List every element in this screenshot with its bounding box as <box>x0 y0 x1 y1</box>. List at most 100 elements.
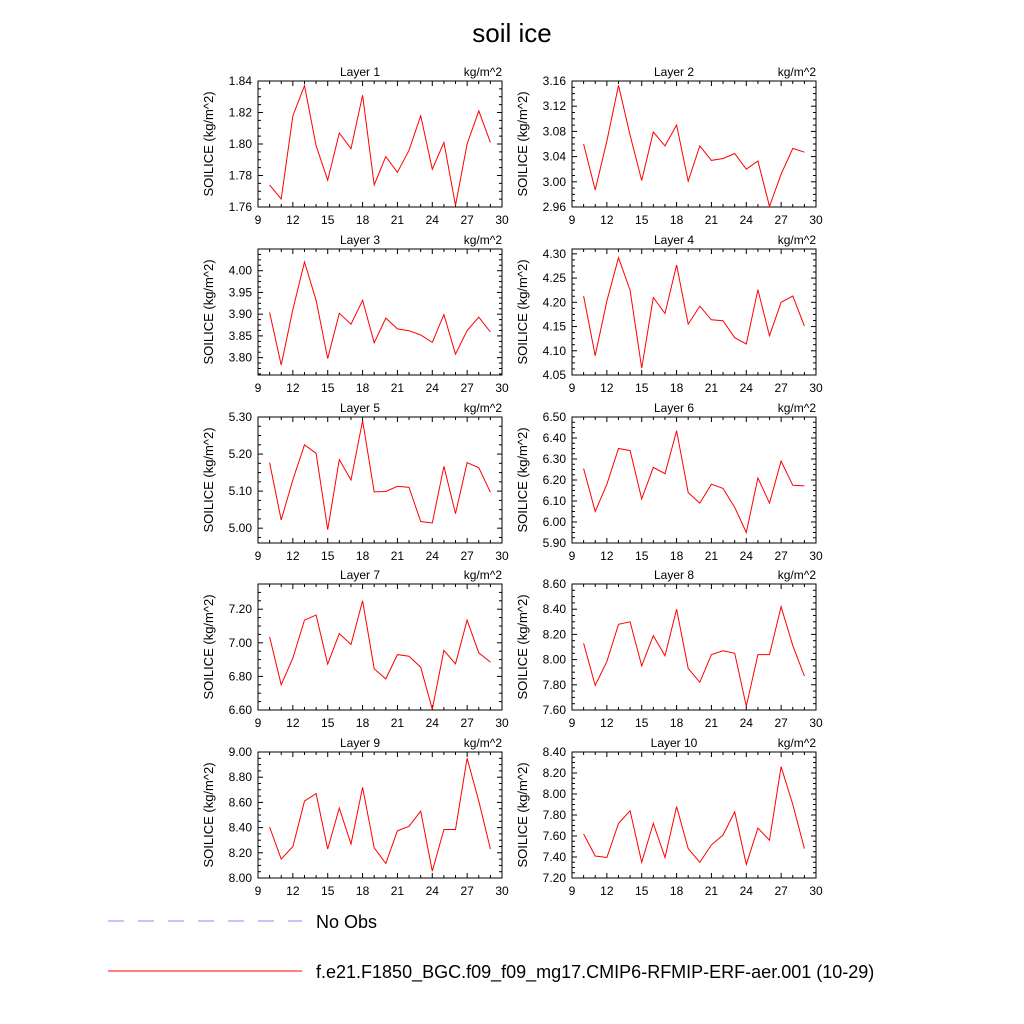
x-tick-label: 9 <box>569 884 576 898</box>
y-tick-label: 4.30 <box>543 247 567 261</box>
x-tick-label: 21 <box>705 884 719 898</box>
x-tick-label: 30 <box>495 716 509 730</box>
panels-group: Layer 1 kg/m^2 SOILICE (kg/m^2) 9 12 15 18 21 24… <box>201 65 823 898</box>
x-tick-label: 15 <box>635 884 649 898</box>
x-tick-label: 12 <box>286 213 300 227</box>
panel-layer-2: Layer 2 kg/m^2 SOILICE (kg/m^2) 9 12 15 18 21 24… <box>515 65 823 227</box>
x-tick-label: 24 <box>426 884 440 898</box>
x-tick-label: 27 <box>774 884 788 898</box>
x-tick-label: 12 <box>286 381 300 395</box>
plot-frame <box>571 80 817 208</box>
x-tick-label: 27 <box>460 884 474 898</box>
panel-layer-5: Layer 5 kg/m^2 SOILICE (kg/m^2) 9 12 15 18 21 24… <box>201 401 509 563</box>
y-tick-label: 3.04 <box>543 150 567 164</box>
panel-title: Layer 7 <box>340 568 380 582</box>
plot-frame <box>257 583 503 711</box>
x-tick-label: 18 <box>670 213 684 227</box>
x-tick-label: 15 <box>321 716 335 730</box>
series-line <box>583 85 805 209</box>
x-tick-label: 15 <box>635 549 649 563</box>
y-tick-label: 8.40 <box>543 745 567 759</box>
y-tick-label: 3.95 <box>229 285 253 299</box>
panel-unit-label: kg/m^2 <box>464 233 503 247</box>
x-tick-label: 24 <box>426 549 440 563</box>
x-tick-label: 12 <box>600 381 614 395</box>
x-tick-label: 18 <box>670 716 684 730</box>
y-tick-label: 5.20 <box>229 447 253 461</box>
series-line <box>269 83 491 206</box>
x-tick-label: 27 <box>774 381 788 395</box>
panel-layer-6: Layer 6 kg/m^2 SOILICE (kg/m^2) 9 12 15 18 21 24… <box>515 401 823 563</box>
y-tick-label: 4.10 <box>543 344 567 358</box>
x-tick-label: 24 <box>426 213 440 227</box>
y-tick-label: 7.80 <box>543 678 567 692</box>
y-tick-label: 5.90 <box>543 536 567 550</box>
x-tick-label: 24 <box>740 549 754 563</box>
series-line <box>269 420 491 530</box>
x-tick-label: 12 <box>600 716 614 730</box>
y-tick-label: 4.00 <box>229 264 253 278</box>
panel-layer-1: Layer 1 kg/m^2 SOILICE (kg/m^2) 9 12 15 18 21 24… <box>201 65 509 227</box>
plot-frame <box>257 416 503 544</box>
panel-title: Layer 8 <box>654 568 694 582</box>
y-axis-label: SOILICE (kg/m^2) <box>201 427 216 532</box>
y-tick-label: 1.76 <box>229 200 253 214</box>
y-tick-label: 8.00 <box>229 871 253 885</box>
x-tick-label: 18 <box>670 549 684 563</box>
y-tick-label: 3.80 <box>229 351 253 365</box>
y-tick-label: 6.10 <box>543 494 567 508</box>
panel-layer-4: Layer 4 kg/m^2 SOILICE (kg/m^2) 9 12 15 18 21 24… <box>515 233 823 395</box>
x-tick-label: 15 <box>321 884 335 898</box>
y-tick-label: 7.60 <box>543 703 567 717</box>
x-tick-label: 12 <box>286 884 300 898</box>
y-tick-label: 6.80 <box>229 669 253 683</box>
y-tick-label: 6.60 <box>229 703 253 717</box>
y-axis-label: SOILICE (kg/m^2) <box>201 762 216 867</box>
x-tick-label: 21 <box>705 549 719 563</box>
x-tick-label: 18 <box>356 884 370 898</box>
legend: No Obs f.e21.F1850_BGC.f09_f09_mg17.CMIP… <box>108 912 874 983</box>
y-tick-label: 6.50 <box>543 410 567 424</box>
x-tick-label: 30 <box>809 213 823 227</box>
series-line <box>583 430 805 535</box>
y-tick-label: 3.08 <box>543 124 567 138</box>
panel-layer-10: Layer 10 kg/m^2 SOILICE (kg/m^2) 9 12 15 18 21 2… <box>515 736 823 898</box>
x-tick-label: 27 <box>460 549 474 563</box>
y-tick-label: 1.80 <box>229 137 253 151</box>
legend-label-no-obs: No Obs <box>316 912 377 932</box>
x-tick-label: 9 <box>255 381 262 395</box>
x-tick-label: 15 <box>321 381 335 395</box>
y-tick-label: 7.20 <box>543 871 567 885</box>
panel-unit-label: kg/m^2 <box>464 568 503 582</box>
x-tick-label: 24 <box>740 884 754 898</box>
y-axis-label: SOILICE (kg/m^2) <box>201 91 216 196</box>
y-tick-label: 1.82 <box>229 106 253 120</box>
y-tick-label: 1.84 <box>229 74 253 88</box>
y-tick-label: 8.60 <box>543 577 567 591</box>
x-tick-label: 24 <box>740 381 754 395</box>
x-tick-label: 24 <box>740 213 754 227</box>
x-tick-label: 12 <box>600 884 614 898</box>
x-tick-label: 21 <box>391 381 405 395</box>
x-tick-label: 21 <box>391 213 405 227</box>
y-tick-label: 6.30 <box>543 452 567 466</box>
y-tick-label: 9.00 <box>229 745 253 759</box>
x-tick-label: 18 <box>356 213 370 227</box>
y-tick-label: 3.85 <box>229 329 253 343</box>
panel-unit-label: kg/m^2 <box>778 65 817 79</box>
y-tick-label: 7.80 <box>543 808 567 822</box>
y-axis-label: SOILICE (kg/m^2) <box>515 259 530 364</box>
x-tick-label: 30 <box>809 884 823 898</box>
y-axis-label: SOILICE (kg/m^2) <box>515 594 530 699</box>
panel-title: Layer 2 <box>654 65 694 79</box>
x-tick-label: 30 <box>809 549 823 563</box>
x-tick-label: 24 <box>426 716 440 730</box>
plot-frame <box>257 248 503 376</box>
x-tick-label: 12 <box>286 716 300 730</box>
panel-unit-label: kg/m^2 <box>778 568 817 582</box>
y-tick-label: 1.78 <box>229 169 253 183</box>
y-tick-label: 6.40 <box>543 431 567 445</box>
y-tick-label: 8.80 <box>229 770 253 784</box>
y-tick-label: 4.15 <box>543 320 567 334</box>
